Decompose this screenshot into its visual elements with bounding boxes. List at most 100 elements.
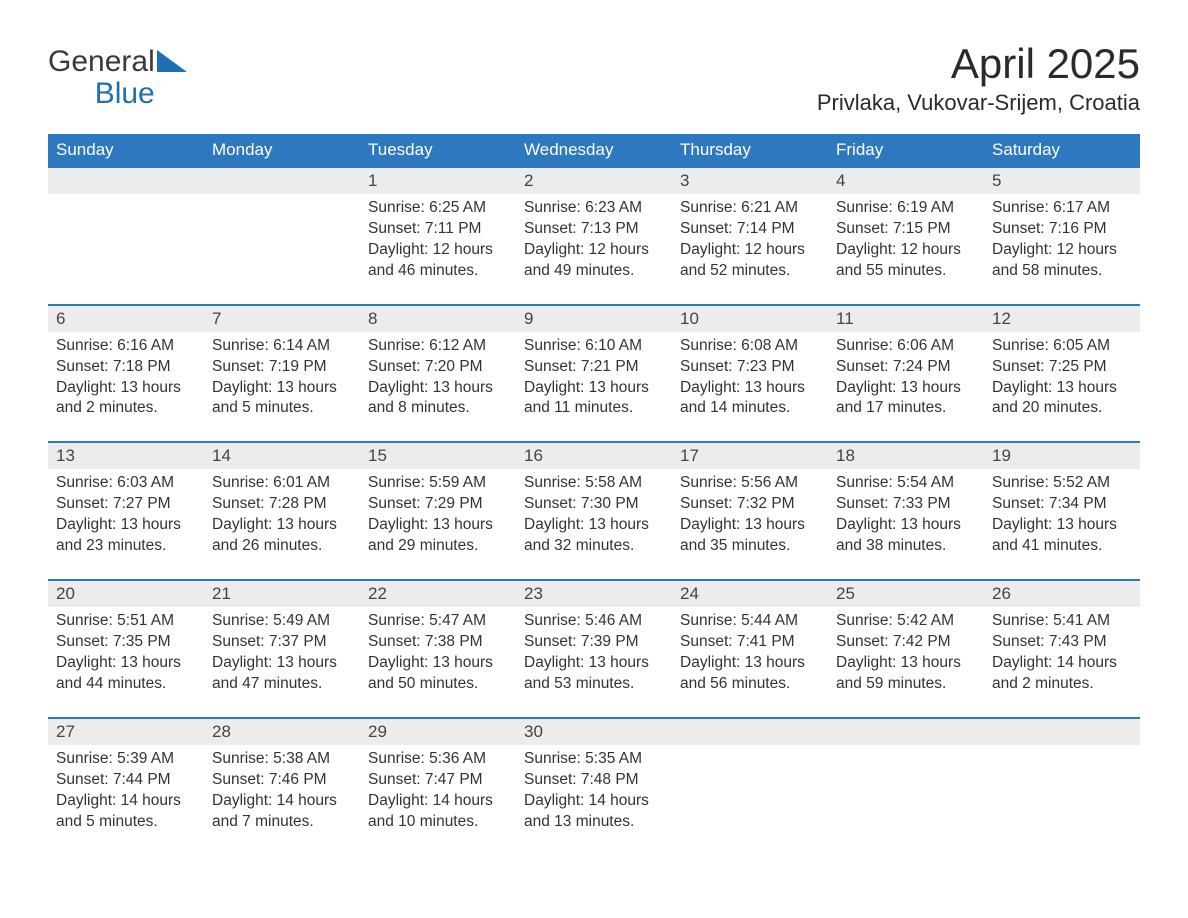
day-number: 27 bbox=[48, 719, 204, 745]
sunrise-line: Sunrise: 6:12 AM bbox=[368, 336, 508, 357]
daylight-line: Daylight: 13 hours and 11 minutes. bbox=[524, 378, 664, 420]
daylight-line: Daylight: 13 hours and 20 minutes. bbox=[992, 378, 1132, 420]
day-number: 16 bbox=[516, 443, 672, 469]
sunset-line: Sunset: 7:19 PM bbox=[212, 357, 352, 378]
sunset-line: Sunset: 7:32 PM bbox=[680, 494, 820, 515]
day-number: 22 bbox=[360, 581, 516, 607]
day-number: 1 bbox=[360, 168, 516, 194]
day-number: 24 bbox=[672, 581, 828, 607]
weekday-header: Thursday bbox=[672, 134, 828, 167]
brand-line2: Blue bbox=[95, 77, 155, 110]
calendar-week-row: 20Sunrise: 5:51 AMSunset: 7:35 PMDayligh… bbox=[48, 580, 1140, 718]
calendar-week-row: ..1Sunrise: 6:25 AMSunset: 7:11 PMDaylig… bbox=[48, 167, 1140, 305]
day-number: . bbox=[204, 168, 360, 194]
brand-mark-icon bbox=[157, 50, 191, 76]
day-number: 3 bbox=[672, 168, 828, 194]
daylight-line: Daylight: 12 hours and 49 minutes. bbox=[524, 240, 664, 282]
calendar-day-cell: 30Sunrise: 5:35 AMSunset: 7:48 PMDayligh… bbox=[516, 718, 672, 855]
daylight-line: Daylight: 13 hours and 32 minutes. bbox=[524, 515, 664, 557]
day-number: 18 bbox=[828, 443, 984, 469]
daylight-line: Daylight: 13 hours and 17 minutes. bbox=[836, 378, 976, 420]
sunrise-line: Sunrise: 6:01 AM bbox=[212, 473, 352, 494]
sunrise-line: Sunrise: 5:39 AM bbox=[56, 749, 196, 770]
daylight-line: Daylight: 14 hours and 10 minutes. bbox=[368, 791, 508, 833]
sunrise-line: Sunrise: 6:17 AM bbox=[992, 198, 1132, 219]
sunrise-line: Sunrise: 5:42 AM bbox=[836, 611, 976, 632]
calendar-day-cell: 15Sunrise: 5:59 AMSunset: 7:29 PMDayligh… bbox=[360, 442, 516, 580]
sunset-line: Sunset: 7:43 PM bbox=[992, 632, 1132, 653]
daylight-line: Daylight: 13 hours and 44 minutes. bbox=[56, 653, 196, 695]
weekday-header: Friday bbox=[828, 134, 984, 167]
daylight-line: Daylight: 13 hours and 35 minutes. bbox=[680, 515, 820, 557]
calendar-header-row: SundayMondayTuesdayWednesdayThursdayFrid… bbox=[48, 134, 1140, 167]
daylight-line: Daylight: 13 hours and 5 minutes. bbox=[212, 378, 352, 420]
weekday-header: Monday bbox=[204, 134, 360, 167]
sunrise-line: Sunrise: 5:56 AM bbox=[680, 473, 820, 494]
sunrise-line: Sunrise: 6:03 AM bbox=[56, 473, 196, 494]
sunset-line: Sunset: 7:44 PM bbox=[56, 770, 196, 791]
sunset-line: Sunset: 7:15 PM bbox=[836, 219, 976, 240]
calendar-day-cell: 20Sunrise: 5:51 AMSunset: 7:35 PMDayligh… bbox=[48, 580, 204, 718]
calendar-day-cell: 29Sunrise: 5:36 AMSunset: 7:47 PMDayligh… bbox=[360, 718, 516, 855]
day-number: 13 bbox=[48, 443, 204, 469]
sunrise-line: Sunrise: 5:46 AM bbox=[524, 611, 664, 632]
sunset-line: Sunset: 7:25 PM bbox=[992, 357, 1132, 378]
sunrise-line: Sunrise: 5:44 AM bbox=[680, 611, 820, 632]
daylight-line: Daylight: 13 hours and 59 minutes. bbox=[836, 653, 976, 695]
daylight-line: Daylight: 13 hours and 8 minutes. bbox=[368, 378, 508, 420]
day-number: 29 bbox=[360, 719, 516, 745]
sunrise-line: Sunrise: 5:54 AM bbox=[836, 473, 976, 494]
daylight-line: Daylight: 13 hours and 47 minutes. bbox=[212, 653, 352, 695]
day-number: 28 bbox=[204, 719, 360, 745]
calendar-day-cell: 27Sunrise: 5:39 AMSunset: 7:44 PMDayligh… bbox=[48, 718, 204, 855]
sunset-line: Sunset: 7:47 PM bbox=[368, 770, 508, 791]
daylight-line: Daylight: 13 hours and 26 minutes. bbox=[212, 515, 352, 557]
daylight-line: Daylight: 13 hours and 2 minutes. bbox=[56, 378, 196, 420]
sunset-line: Sunset: 7:13 PM bbox=[524, 219, 664, 240]
sunrise-line: Sunrise: 6:21 AM bbox=[680, 198, 820, 219]
sunset-line: Sunset: 7:41 PM bbox=[680, 632, 820, 653]
daylight-line: Daylight: 13 hours and 23 minutes. bbox=[56, 515, 196, 557]
sunset-line: Sunset: 7:37 PM bbox=[212, 632, 352, 653]
sunrise-line: Sunrise: 5:52 AM bbox=[992, 473, 1132, 494]
sunset-line: Sunset: 7:48 PM bbox=[524, 770, 664, 791]
day-number: . bbox=[984, 719, 1140, 745]
day-number: 9 bbox=[516, 306, 672, 332]
day-number: 10 bbox=[672, 306, 828, 332]
calendar-day-cell: . bbox=[204, 167, 360, 305]
daylight-line: Daylight: 13 hours and 50 minutes. bbox=[368, 653, 508, 695]
calendar-day-cell: . bbox=[984, 718, 1140, 855]
header: General Blue April 2025 Privlaka, Vukova… bbox=[48, 40, 1140, 130]
day-number: 21 bbox=[204, 581, 360, 607]
calendar-day-cell: . bbox=[672, 718, 828, 855]
sunset-line: Sunset: 7:29 PM bbox=[368, 494, 508, 515]
day-number: 23 bbox=[516, 581, 672, 607]
daylight-line: Daylight: 13 hours and 41 minutes. bbox=[992, 515, 1132, 557]
calendar-day-cell: 1Sunrise: 6:25 AMSunset: 7:11 PMDaylight… bbox=[360, 167, 516, 305]
calendar-day-cell: 12Sunrise: 6:05 AMSunset: 7:25 PMDayligh… bbox=[984, 305, 1140, 443]
daylight-line: Daylight: 14 hours and 2 minutes. bbox=[992, 653, 1132, 695]
calendar-day-cell: 10Sunrise: 6:08 AMSunset: 7:23 PMDayligh… bbox=[672, 305, 828, 443]
sunrise-line: Sunrise: 5:51 AM bbox=[56, 611, 196, 632]
sunrise-line: Sunrise: 6:23 AM bbox=[524, 198, 664, 219]
calendar-day-cell: 19Sunrise: 5:52 AMSunset: 7:34 PMDayligh… bbox=[984, 442, 1140, 580]
sunrise-line: Sunrise: 5:58 AM bbox=[524, 473, 664, 494]
calendar-day-cell: 16Sunrise: 5:58 AMSunset: 7:30 PMDayligh… bbox=[516, 442, 672, 580]
weekday-header: Tuesday bbox=[360, 134, 516, 167]
calendar-day-cell: 24Sunrise: 5:44 AMSunset: 7:41 PMDayligh… bbox=[672, 580, 828, 718]
day-number: 2 bbox=[516, 168, 672, 194]
day-number: 20 bbox=[48, 581, 204, 607]
daylight-line: Daylight: 12 hours and 55 minutes. bbox=[836, 240, 976, 282]
calendar-day-cell: 4Sunrise: 6:19 AMSunset: 7:15 PMDaylight… bbox=[828, 167, 984, 305]
daylight-line: Daylight: 13 hours and 53 minutes. bbox=[524, 653, 664, 695]
location: Privlaka, Vukovar-Srijem, Croatia bbox=[817, 90, 1140, 116]
calendar-day-cell: 3Sunrise: 6:21 AMSunset: 7:14 PMDaylight… bbox=[672, 167, 828, 305]
calendar-day-cell: 6Sunrise: 6:16 AMSunset: 7:18 PMDaylight… bbox=[48, 305, 204, 443]
calendar-day-cell: . bbox=[48, 167, 204, 305]
daylight-line: Daylight: 13 hours and 38 minutes. bbox=[836, 515, 976, 557]
day-number: 8 bbox=[360, 306, 516, 332]
sunset-line: Sunset: 7:20 PM bbox=[368, 357, 508, 378]
calendar-day-cell: 14Sunrise: 6:01 AMSunset: 7:28 PMDayligh… bbox=[204, 442, 360, 580]
calendar-day-cell: 25Sunrise: 5:42 AMSunset: 7:42 PMDayligh… bbox=[828, 580, 984, 718]
sunset-line: Sunset: 7:38 PM bbox=[368, 632, 508, 653]
